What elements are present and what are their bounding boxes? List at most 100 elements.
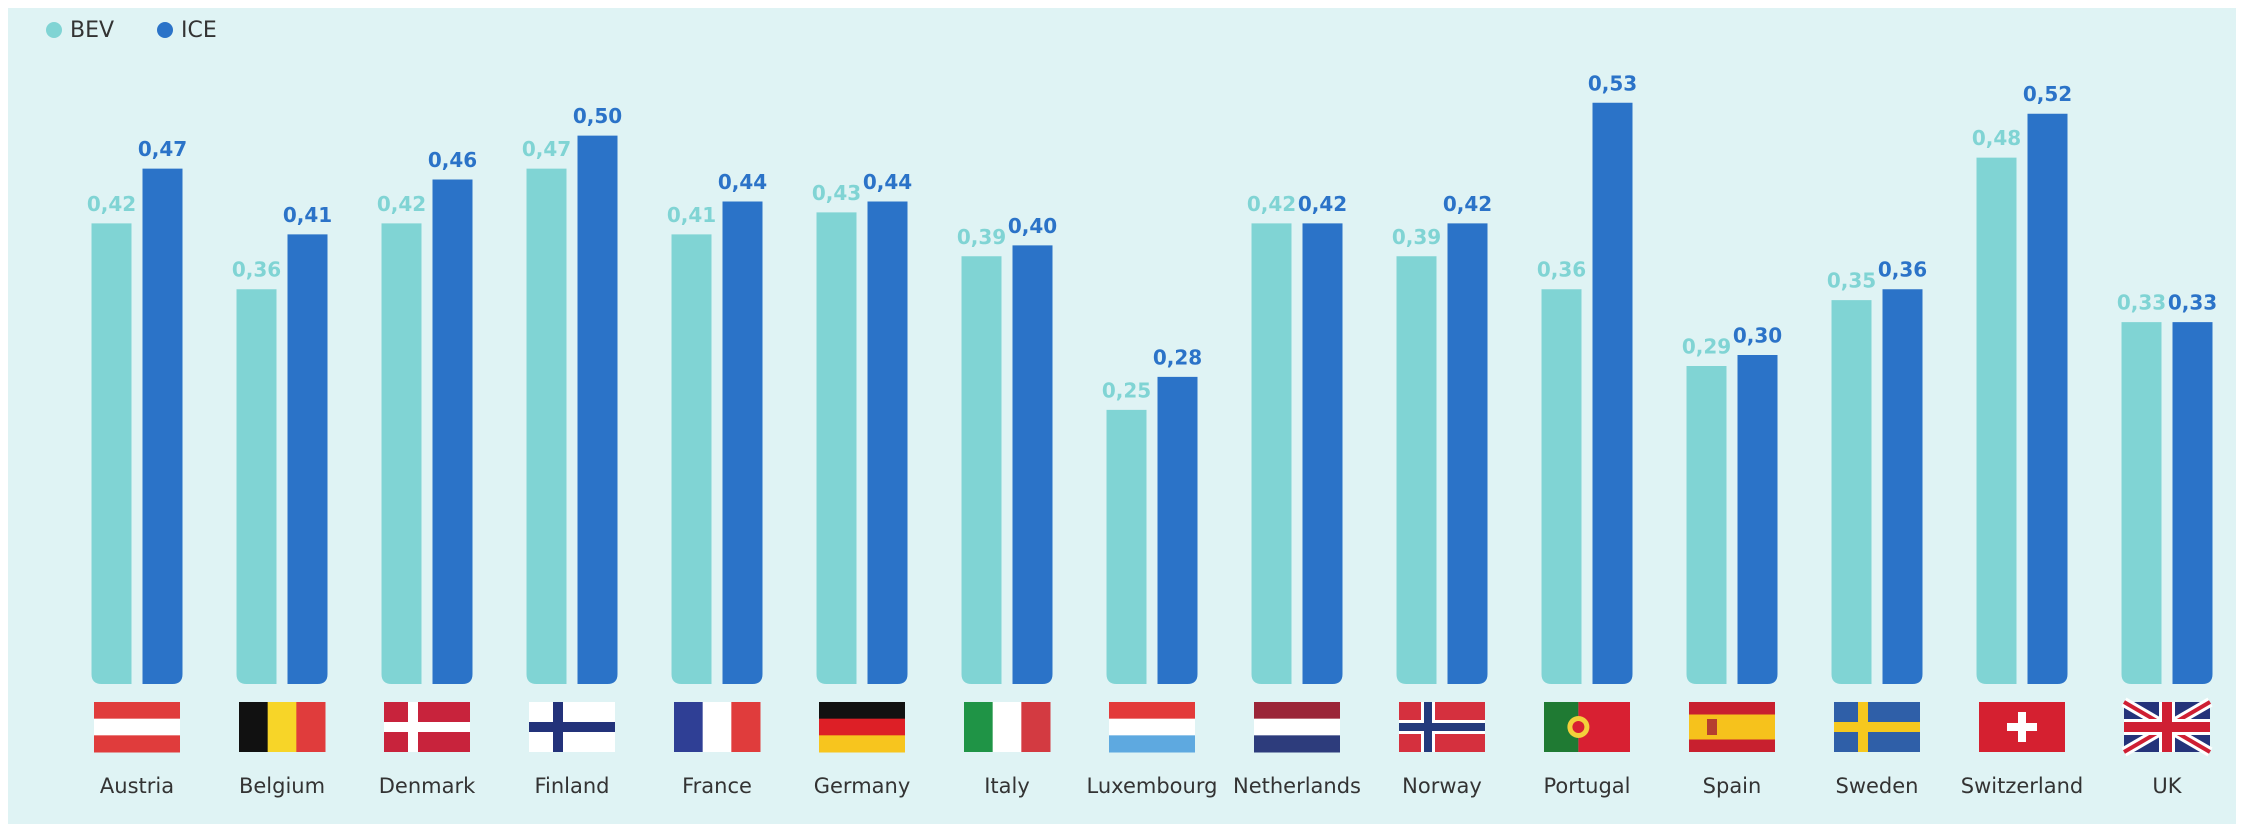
value-label: 0,36 [232, 258, 281, 282]
bar [236, 289, 277, 684]
bar [91, 223, 132, 684]
x-tick-label: UK [2152, 774, 2182, 798]
bar [381, 223, 422, 684]
flag [964, 702, 1051, 752]
flag-part [267, 702, 297, 752]
flag-part [1399, 723, 1485, 731]
bar [1106, 409, 1147, 684]
bar [1302, 223, 1343, 684]
x-tick-label: Finland [534, 774, 609, 798]
legend-label: BEV [70, 18, 114, 43]
flag-part [819, 702, 905, 720]
bar [1012, 245, 1053, 685]
flag-part [731, 702, 761, 752]
flag-part [94, 702, 180, 720]
value-label: 0,40 [1008, 214, 1057, 238]
legend-marker [157, 22, 173, 38]
value-label: 0,25 [1102, 378, 1151, 402]
value-label: 0,33 [2168, 291, 2217, 315]
bar [1541, 289, 1582, 684]
flag-part [1254, 702, 1340, 720]
flag [1834, 702, 1920, 752]
flag-part [384, 722, 470, 732]
flag-part [819, 735, 905, 753]
value-label: 0,29 [1682, 334, 1731, 358]
flag [1254, 702, 1340, 753]
bar [1251, 223, 1292, 684]
x-tick-label: Luxembourg [1087, 774, 1218, 798]
flag [239, 702, 326, 752]
value-label: 0,52 [2023, 82, 2072, 106]
flag-part [2124, 722, 2210, 732]
x-tick-label: France [682, 774, 752, 798]
flag [94, 702, 180, 753]
flag [1399, 702, 1485, 752]
flag-part [296, 702, 326, 752]
value-label: 0,36 [1537, 258, 1586, 282]
flag-part [1689, 714, 1775, 740]
flag-part [1572, 721, 1585, 733]
flag-part [529, 722, 615, 732]
bar [577, 135, 618, 684]
x-tick-label: Denmark [379, 774, 476, 798]
legend-label: ICE [181, 18, 217, 43]
flag-part [1021, 702, 1051, 752]
value-label: 0,33 [2117, 291, 2166, 315]
x-tick-label: Italy [984, 774, 1030, 798]
flag-part [1109, 702, 1195, 720]
value-label: 0,30 [1733, 324, 1782, 348]
value-label: 0,50 [573, 104, 622, 128]
value-label: 0,41 [667, 203, 716, 227]
flag [384, 702, 470, 752]
bar [1396, 256, 1437, 684]
bar [961, 256, 1002, 684]
value-label: 0,35 [1827, 269, 1876, 293]
bar [2027, 113, 2068, 684]
value-label: 0,42 [1443, 192, 1492, 216]
value-label: 0,47 [138, 137, 187, 161]
bar [1447, 223, 1488, 684]
bar [1737, 355, 1778, 684]
bar [526, 168, 567, 685]
value-label: 0,39 [957, 225, 1006, 249]
value-label: 0,53 [1588, 71, 1637, 95]
x-tick-label: Sweden [1836, 774, 1919, 798]
flag-part [674, 702, 704, 752]
x-tick-label: Portugal [1544, 774, 1631, 798]
flag-part [1707, 719, 1717, 735]
flag [1689, 702, 1775, 752]
value-label: 0,44 [863, 170, 912, 194]
flag-part [1254, 735, 1340, 753]
value-label: 0,42 [87, 192, 136, 216]
value-label: 0,41 [283, 203, 332, 227]
flag [1544, 702, 1630, 752]
flag-part [964, 702, 994, 752]
flag-part [94, 718, 180, 736]
flag [1979, 702, 2065, 752]
flag-part [992, 702, 1022, 752]
flag [529, 702, 615, 752]
bar [1831, 300, 1872, 684]
x-tick-label: Belgium [239, 774, 325, 798]
bar [142, 168, 183, 685]
bar [1686, 365, 1727, 684]
flag-part [1109, 718, 1195, 736]
value-label: 0,46 [428, 148, 477, 172]
legend-marker [46, 22, 62, 38]
bar [1157, 376, 1198, 684]
flag [1109, 702, 1195, 753]
value-label: 0,28 [1153, 345, 1202, 369]
bar [432, 179, 473, 685]
bar [671, 234, 712, 684]
flag [819, 702, 905, 753]
value-label: 0,48 [1972, 126, 2021, 150]
x-tick-label: Netherlands [1233, 774, 1361, 798]
flag-part [1254, 718, 1340, 736]
value-label: 0,43 [812, 181, 861, 205]
bar [816, 212, 857, 684]
value-label: 0,42 [1247, 192, 1296, 216]
flag-part [702, 702, 732, 752]
bar [2121, 322, 2162, 684]
value-label: 0,44 [718, 170, 767, 194]
